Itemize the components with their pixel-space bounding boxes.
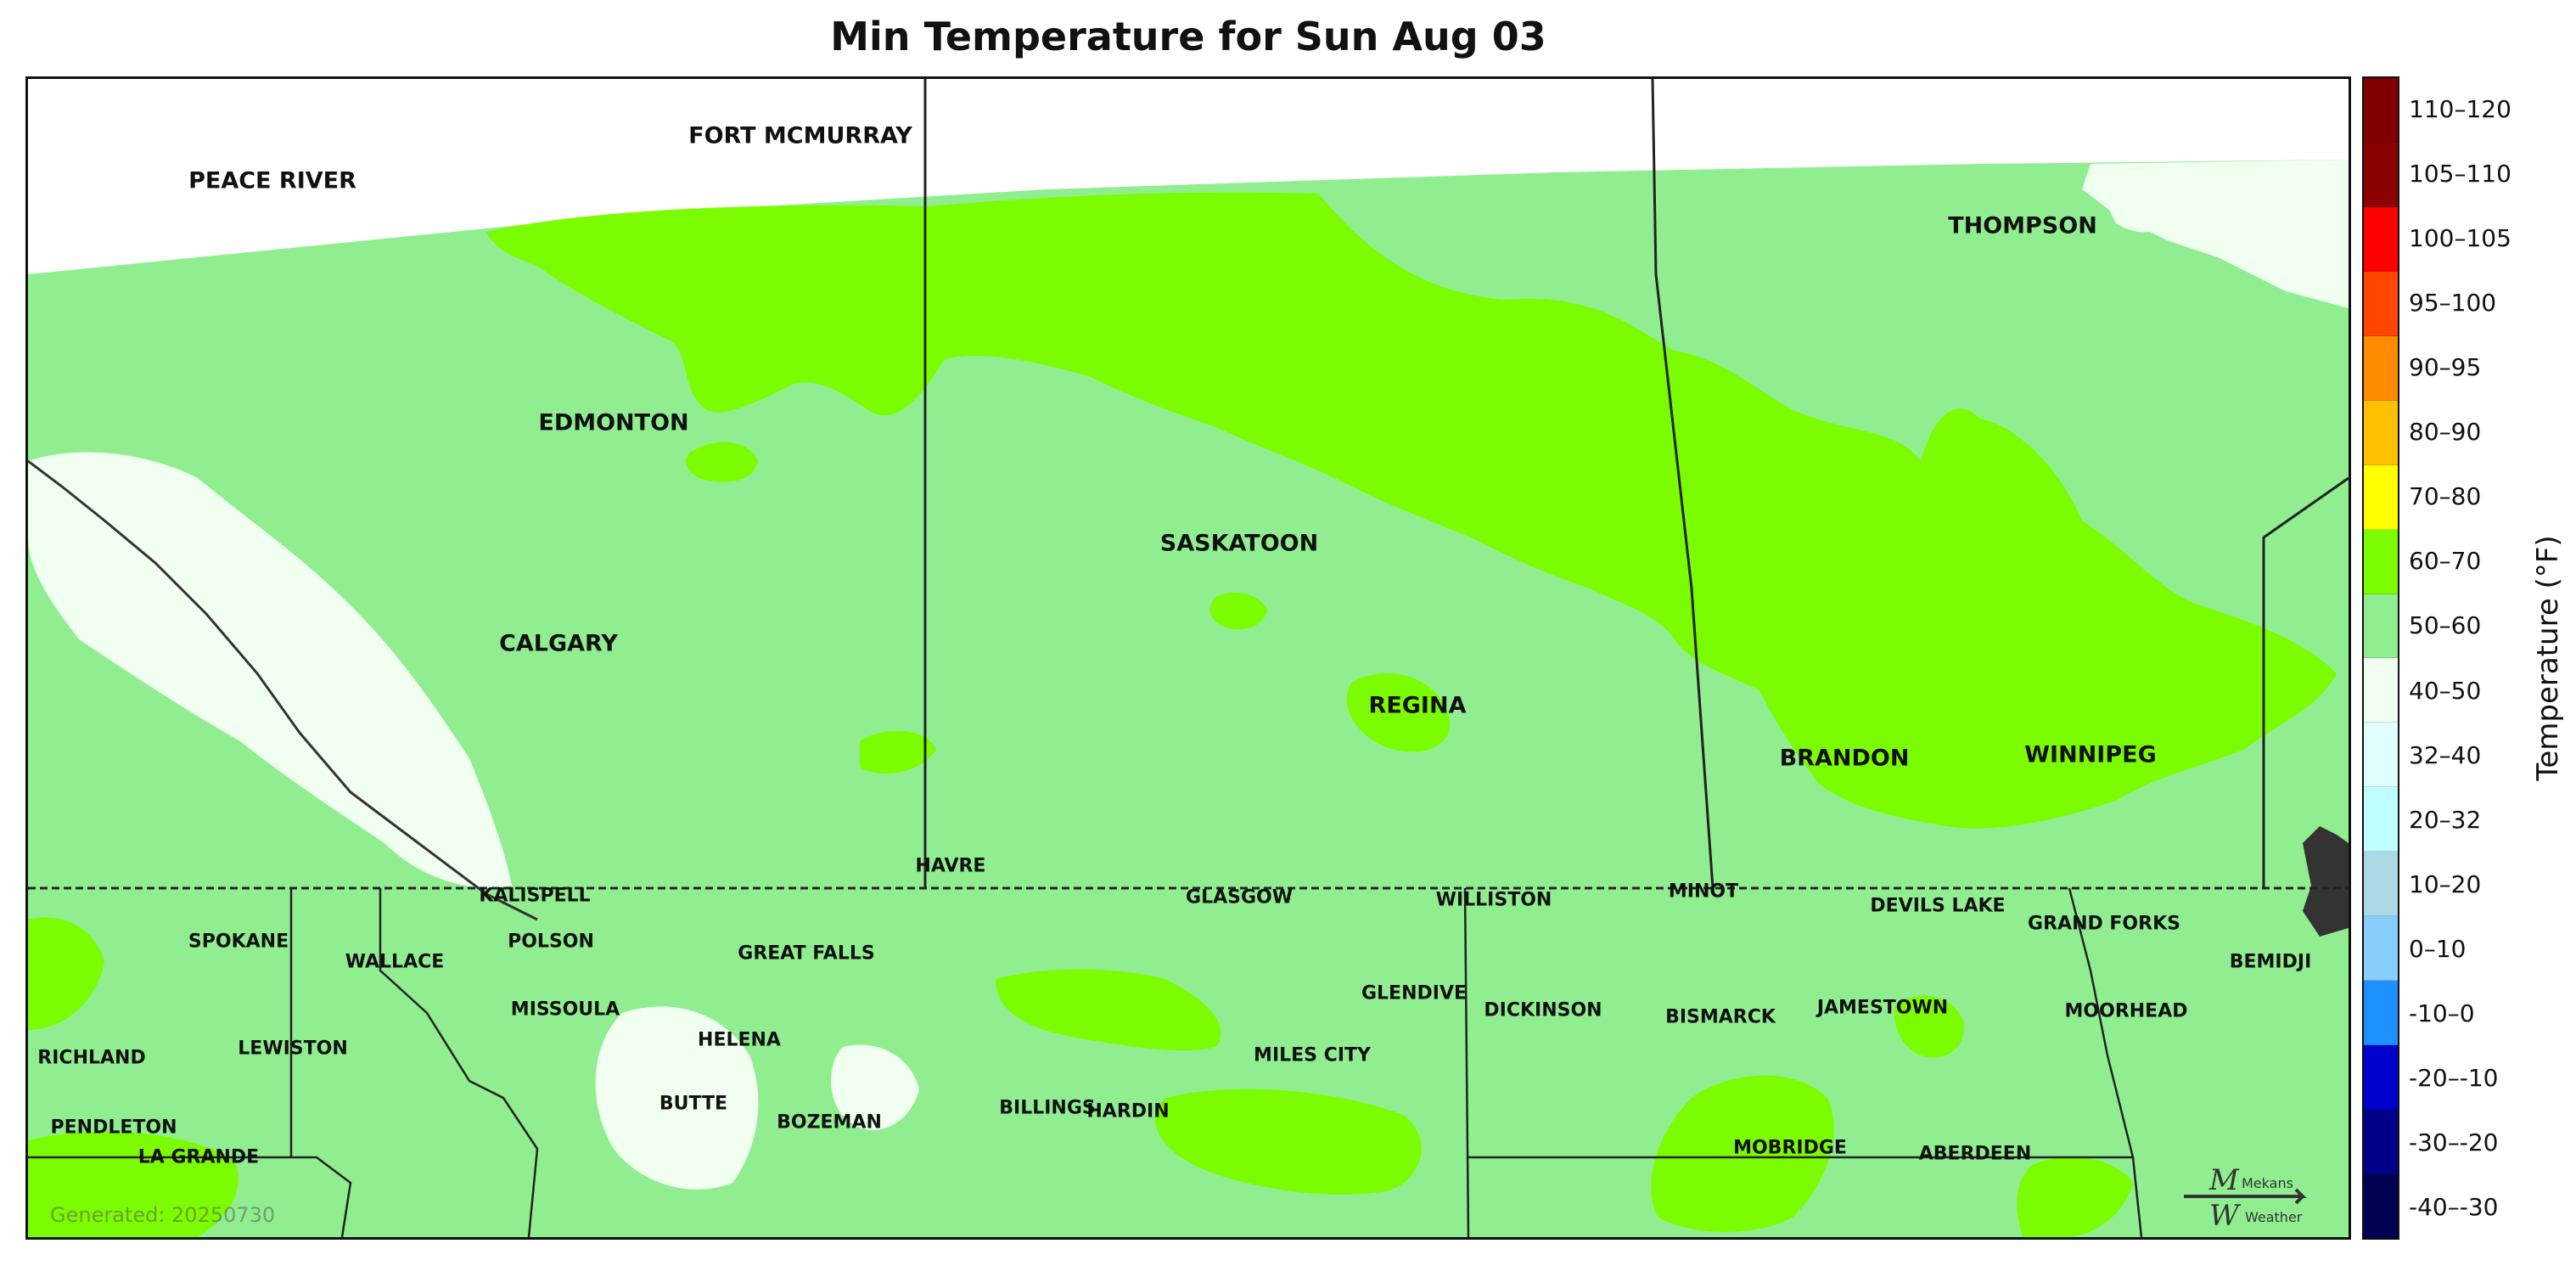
city-label: BRANDON xyxy=(1779,745,1910,772)
legend-swatch xyxy=(2364,594,2398,659)
legend-swatch xyxy=(2364,1110,2398,1174)
city-label: BUTTE xyxy=(659,1093,728,1115)
city-label: GLASGOW xyxy=(1186,886,1293,909)
city-label: RICHLAND xyxy=(37,1047,146,1069)
logo-line1: Mekans xyxy=(2242,1175,2293,1191)
city-label: HAVRE xyxy=(915,855,986,877)
legend-swatch xyxy=(2364,206,2398,272)
city-label: ABERDEEN xyxy=(1918,1143,2032,1165)
legend-swatch xyxy=(2364,981,2398,1046)
no-data-region xyxy=(28,79,2349,274)
city-label: CALGARY xyxy=(499,630,618,657)
legend-swatch xyxy=(2364,464,2398,530)
city-label: SPOKANE xyxy=(188,931,289,953)
city-label: WALLACE xyxy=(345,951,445,973)
color-legend xyxy=(2362,76,2399,1240)
city-label: KALISPELL xyxy=(479,885,591,907)
legend-swatch xyxy=(2364,400,2398,465)
boundaries xyxy=(28,79,2349,1237)
city-label: GLENDIVE xyxy=(1361,982,1468,1004)
legend-labels: 110–120 105–110 100–105 95–100 90–95 80–90 70–… xyxy=(2409,76,2528,1240)
legend-swatch xyxy=(2364,723,2398,788)
legend-label: 100–105 xyxy=(2409,223,2511,252)
svg-text:M: M xyxy=(2208,1163,2240,1197)
city-label: HARDIN xyxy=(1086,1100,1170,1123)
city-label: MISSOULA xyxy=(510,999,620,1021)
legend-swatch xyxy=(2364,529,2398,594)
legend-label: 50–60 xyxy=(2409,611,2482,640)
city-label: DEVILS LAKE xyxy=(1870,895,2006,917)
legend-label: 10–20 xyxy=(2409,869,2482,898)
legend-swatch xyxy=(2364,658,2398,723)
logo-line2: Weather xyxy=(2245,1209,2303,1225)
map-title: Min Temperature for Sun Aug 03 xyxy=(830,14,1546,59)
legend-label: 80–90 xyxy=(2409,418,2482,447)
legend-label: -10–0 xyxy=(2409,999,2475,1028)
city-label: PEACE RIVER xyxy=(188,167,356,194)
warm-regions xyxy=(28,192,2337,1237)
city-label: MILES CITY xyxy=(1254,1044,1371,1066)
cool-regions-mountains xyxy=(28,180,2184,1190)
legend-label: 95–100 xyxy=(2409,288,2497,317)
legend-swatch xyxy=(2364,271,2398,336)
city-label: BILLINGS xyxy=(999,1097,1096,1119)
city-label: PENDLETON xyxy=(50,1117,177,1139)
city-label: GREAT FALLS xyxy=(738,942,875,965)
legend-label: 32–40 xyxy=(2409,740,2482,769)
legend-label: 0–10 xyxy=(2409,934,2467,963)
legend-swatch xyxy=(2364,335,2398,401)
city-label: WINNIPEG xyxy=(2024,741,2157,768)
city-label: BISMARCK xyxy=(1665,1006,1776,1028)
legend-swatch xyxy=(2364,1045,2398,1110)
city-label: LEWISTON xyxy=(238,1038,348,1060)
logo-arrow-icon xyxy=(2184,1188,2307,1205)
legend-title: Temperature (°F) xyxy=(2531,535,2565,781)
legend-label: -20–-10 xyxy=(2409,1064,2499,1093)
legend-label: -40–-30 xyxy=(2409,1193,2499,1222)
city-label: FORT MCMURRAY xyxy=(688,122,912,149)
legend-label: 70–80 xyxy=(2409,482,2482,511)
temperature-map[interactable]: PEACE RIVER FORT MCMURRAY THOMPSON EDMONTON… xyxy=(25,76,2351,1240)
city-label: EDMONTON xyxy=(538,409,689,436)
map-canvas xyxy=(28,79,2349,1237)
legend-swatch xyxy=(2364,787,2398,852)
legend-label: -30–-20 xyxy=(2409,1128,2499,1157)
svg-text:W: W xyxy=(2209,1199,2242,1229)
city-label: HELENA xyxy=(698,1029,781,1051)
city-label: MOBRIDGE xyxy=(1733,1137,1847,1159)
legend-label: 105–110 xyxy=(2409,159,2511,188)
legend-swatch xyxy=(2364,852,2398,917)
city-label: DICKINSON xyxy=(1484,999,1602,1021)
city-label: MOORHEAD xyxy=(2064,1000,2188,1022)
city-label: WILLISTON xyxy=(1435,889,1552,911)
legend-label: 20–32 xyxy=(2409,805,2482,834)
city-label: GRAND FORKS xyxy=(2028,913,2180,935)
city-label: BOZEMAN xyxy=(777,1111,882,1134)
city-label: LA GRANDE xyxy=(137,1146,260,1168)
generated-stamp: Generated: 20250730 xyxy=(50,1203,276,1227)
legend-label: 60–70 xyxy=(2409,547,2482,576)
city-label: BEMIDJI xyxy=(2229,951,2312,973)
legend-swatch xyxy=(2364,142,2398,207)
legend-label: 110–120 xyxy=(2409,94,2511,123)
city-label: REGINA xyxy=(1368,692,1467,719)
lake-of-the-woods xyxy=(2303,826,2349,937)
city-label: JAMESTOWN xyxy=(1816,997,1949,1019)
weather-logo: M Mekans W Weather xyxy=(2175,1162,2328,1229)
city-label: SASKATOON xyxy=(1159,530,1319,557)
continental-divide-line xyxy=(28,459,538,921)
city-label: MINOT xyxy=(1668,881,1739,903)
legend-label: 90–95 xyxy=(2409,352,2482,381)
legend-swatch xyxy=(2364,1173,2398,1238)
city-label: POLSON xyxy=(508,931,594,953)
legend-swatch xyxy=(2364,916,2398,982)
legend-swatch xyxy=(2364,78,2398,143)
legend-label: 40–50 xyxy=(2409,676,2482,705)
city-label: THOMPSON xyxy=(1948,212,2097,239)
